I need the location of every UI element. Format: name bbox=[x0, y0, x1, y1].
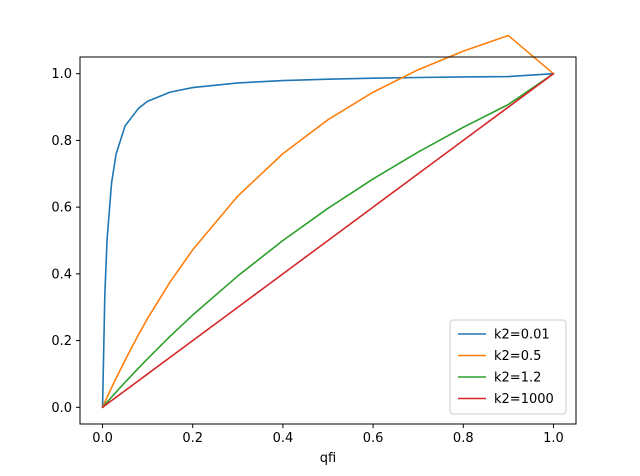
x-tick-label: 1.0 bbox=[543, 431, 564, 446]
legend-label: k2=0.01 bbox=[494, 328, 550, 343]
x-tick-label: 0.2 bbox=[182, 431, 203, 446]
series-lines bbox=[101, 34, 555, 409]
y-tick-label: 0.0 bbox=[51, 401, 72, 416]
series-line-0 bbox=[101, 72, 555, 409]
series-line-2 bbox=[101, 72, 555, 409]
series-line-1 bbox=[101, 34, 555, 409]
legend-label: k2=1000 bbox=[494, 392, 554, 407]
legend-label: k2=1.2 bbox=[494, 371, 541, 386]
x-tick-label: 0.4 bbox=[273, 431, 294, 446]
y-tick-label: 0.8 bbox=[51, 134, 72, 149]
y-tick-label: 1.0 bbox=[51, 67, 72, 82]
legend-box bbox=[449, 319, 567, 415]
y-tick-label: 0.4 bbox=[51, 267, 72, 282]
y-tick-label: 0.6 bbox=[51, 201, 72, 216]
legend-label: k2=0.5 bbox=[494, 349, 541, 364]
plot-frame bbox=[79, 56, 577, 425]
x-axis-label: qfi bbox=[320, 451, 336, 466]
x-tick-label: 0.8 bbox=[453, 431, 474, 446]
legend: k2=0.01 k2=0.5 k2=1.2 k2=1000 bbox=[449, 319, 567, 415]
x-tick-label: 0.0 bbox=[92, 431, 113, 446]
y-tick-label: 0.2 bbox=[51, 334, 72, 349]
series-line-3 bbox=[101, 72, 555, 409]
ticks-layer: 0.0 0.2 0.4 0.6 0.8 1.0 0.0 0.2 0.4 0.6 0.8 1.0 bbox=[51, 67, 563, 446]
x-tick-label: 0.6 bbox=[363, 431, 384, 446]
